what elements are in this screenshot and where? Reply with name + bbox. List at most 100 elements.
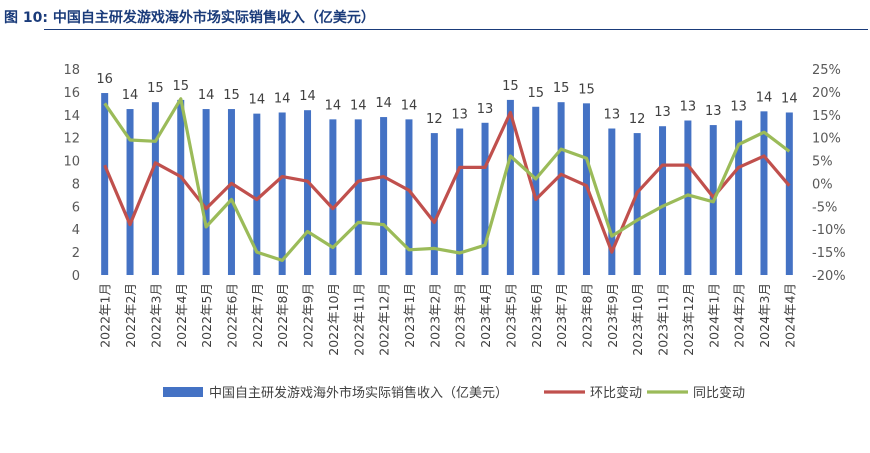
left-y-tick-label: 12 — [63, 132, 80, 147]
x-tick-label: 2022年5月 — [199, 283, 214, 348]
bar — [633, 133, 641, 275]
bar-data-label: 15 — [553, 81, 570, 96]
bar-data-label: 12 — [426, 112, 443, 127]
x-tick-label: 2023年9月 — [605, 283, 620, 348]
x-axis-tick-labels: 2022年1月 2022年2月 2022年3月 2022年4月 2022年5月 2022年… — [98, 283, 798, 356]
right-y-tick-label: -20% — [812, 269, 846, 284]
bar-data-label: 15 — [172, 79, 189, 94]
left-y-axis: 0 2 4 6 8 10 12 14 16 18 — [63, 63, 80, 284]
right-y-tick-label: 5% — [812, 155, 833, 170]
legend-label-yoy: 同比变动 — [693, 385, 745, 401]
bar — [430, 133, 438, 275]
bar — [278, 112, 286, 275]
bar — [151, 102, 159, 275]
bar-data-label: 14 — [274, 91, 291, 106]
x-tick-label: 2023年5月 — [503, 283, 518, 348]
left-y-tick-label: 14 — [63, 109, 80, 124]
bar-data-label: 14 — [401, 98, 418, 113]
bar-data-label: 13 — [730, 100, 747, 115]
left-y-tick-label: 6 — [72, 200, 80, 215]
x-tick-label: 2024年4月 — [782, 283, 797, 348]
bar-series — [101, 93, 793, 276]
bar-data-label: 14 — [325, 98, 342, 113]
right-y-tick-label: 25% — [812, 63, 841, 78]
bar — [329, 119, 337, 275]
x-tick-label: 2023年6月 — [529, 283, 544, 348]
x-tick-label: 2023年12月 — [681, 283, 696, 356]
bar — [456, 128, 464, 275]
bar-data-label: 14 — [299, 89, 316, 104]
bar — [735, 120, 743, 275]
left-y-tick-label: 10 — [63, 155, 80, 170]
x-tick-label: 2024年2月 — [732, 283, 747, 348]
x-tick-label: 2023年2月 — [427, 283, 442, 348]
right-y-tick-label: -15% — [812, 246, 846, 261]
bar-data-label: 12 — [629, 112, 646, 127]
legend: 中国自主研发游戏海外市场实际销售收入（亿美元） 环比变动 同比变动 — [163, 385, 745, 401]
bar-data-label: 14 — [375, 96, 392, 111]
bar — [380, 117, 388, 275]
x-tick-label: 2022年12月 — [377, 283, 392, 356]
bar — [354, 119, 362, 275]
bar-data-label: 13 — [680, 100, 697, 115]
bar-data-label: 14 — [350, 98, 367, 113]
x-tick-label: 2023年10月 — [630, 283, 645, 356]
x-tick-label: 2022年10月 — [326, 283, 341, 356]
bar-data-label: 16 — [96, 72, 113, 87]
right-y-tick-label: 15% — [812, 109, 841, 124]
right-y-tick-label: 10% — [812, 132, 841, 147]
bar-data-label: 13 — [705, 104, 722, 119]
bar-data-label: 14 — [781, 91, 798, 106]
x-tick-label: 2023年7月 — [554, 283, 569, 348]
x-tick-label: 2024年3月 — [757, 283, 772, 348]
bar-data-label: 14 — [249, 93, 266, 108]
bar — [608, 128, 616, 275]
bar-data-label: 14 — [756, 90, 773, 105]
bar-data-label: 15 — [502, 79, 519, 94]
left-y-tick-label: 4 — [72, 223, 80, 238]
bar — [684, 120, 692, 275]
right-y-axis: -20% -15% -10% -5% 0% 5% 10% 15% 20% 25% — [812, 63, 846, 284]
bar — [177, 99, 185, 276]
bar — [202, 109, 210, 275]
bar-data-label: 15 — [147, 81, 164, 96]
right-y-tick-label: -5% — [812, 200, 837, 215]
x-tick-label: 2022年6月 — [224, 283, 239, 348]
bar — [481, 122, 489, 276]
bar — [405, 119, 413, 275]
line-series — [103, 97, 791, 262]
right-y-tick-label: 20% — [812, 86, 841, 101]
bar-data-label: 13 — [604, 108, 621, 123]
bar — [760, 111, 768, 275]
bar-data-label: 15 — [578, 82, 595, 97]
bar-data-label: 14 — [198, 88, 215, 103]
legend-swatch-bar — [163, 387, 203, 397]
bar-data-label: 13 — [451, 108, 468, 123]
mom-series-line — [103, 110, 791, 254]
title-divider — [44, 29, 868, 30]
bar-data-label: 15 — [527, 86, 544, 101]
left-y-tick-label: 8 — [72, 177, 80, 192]
bar — [227, 109, 235, 275]
x-tick-label: 2022年8月 — [275, 283, 290, 348]
bar — [659, 126, 667, 275]
bar — [557, 102, 565, 275]
x-tick-label: 2024年1月 — [706, 283, 721, 348]
bar-data-label: 15 — [223, 88, 240, 103]
yoy-series-line — [103, 97, 791, 262]
x-tick-label: 2022年4月 — [174, 283, 189, 348]
left-y-tick-label: 0 — [72, 269, 80, 284]
x-tick-label: 2022年1月 — [98, 283, 113, 348]
bar-data-label: 14 — [122, 88, 139, 103]
right-y-tick-label: 0% — [812, 177, 833, 192]
x-tick-label: 2023年1月 — [402, 283, 417, 348]
bar-data-label: 13 — [477, 102, 494, 117]
bar — [304, 110, 312, 275]
figure-title: 图 10: 中国自主研发游戏海外市场实际销售收入（亿美元） — [4, 10, 375, 26]
x-tick-label: 2023年11月 — [656, 283, 671, 356]
bar — [532, 106, 540, 276]
bar — [506, 99, 514, 276]
bar — [253, 113, 261, 275]
left-y-tick-label: 16 — [63, 86, 80, 101]
